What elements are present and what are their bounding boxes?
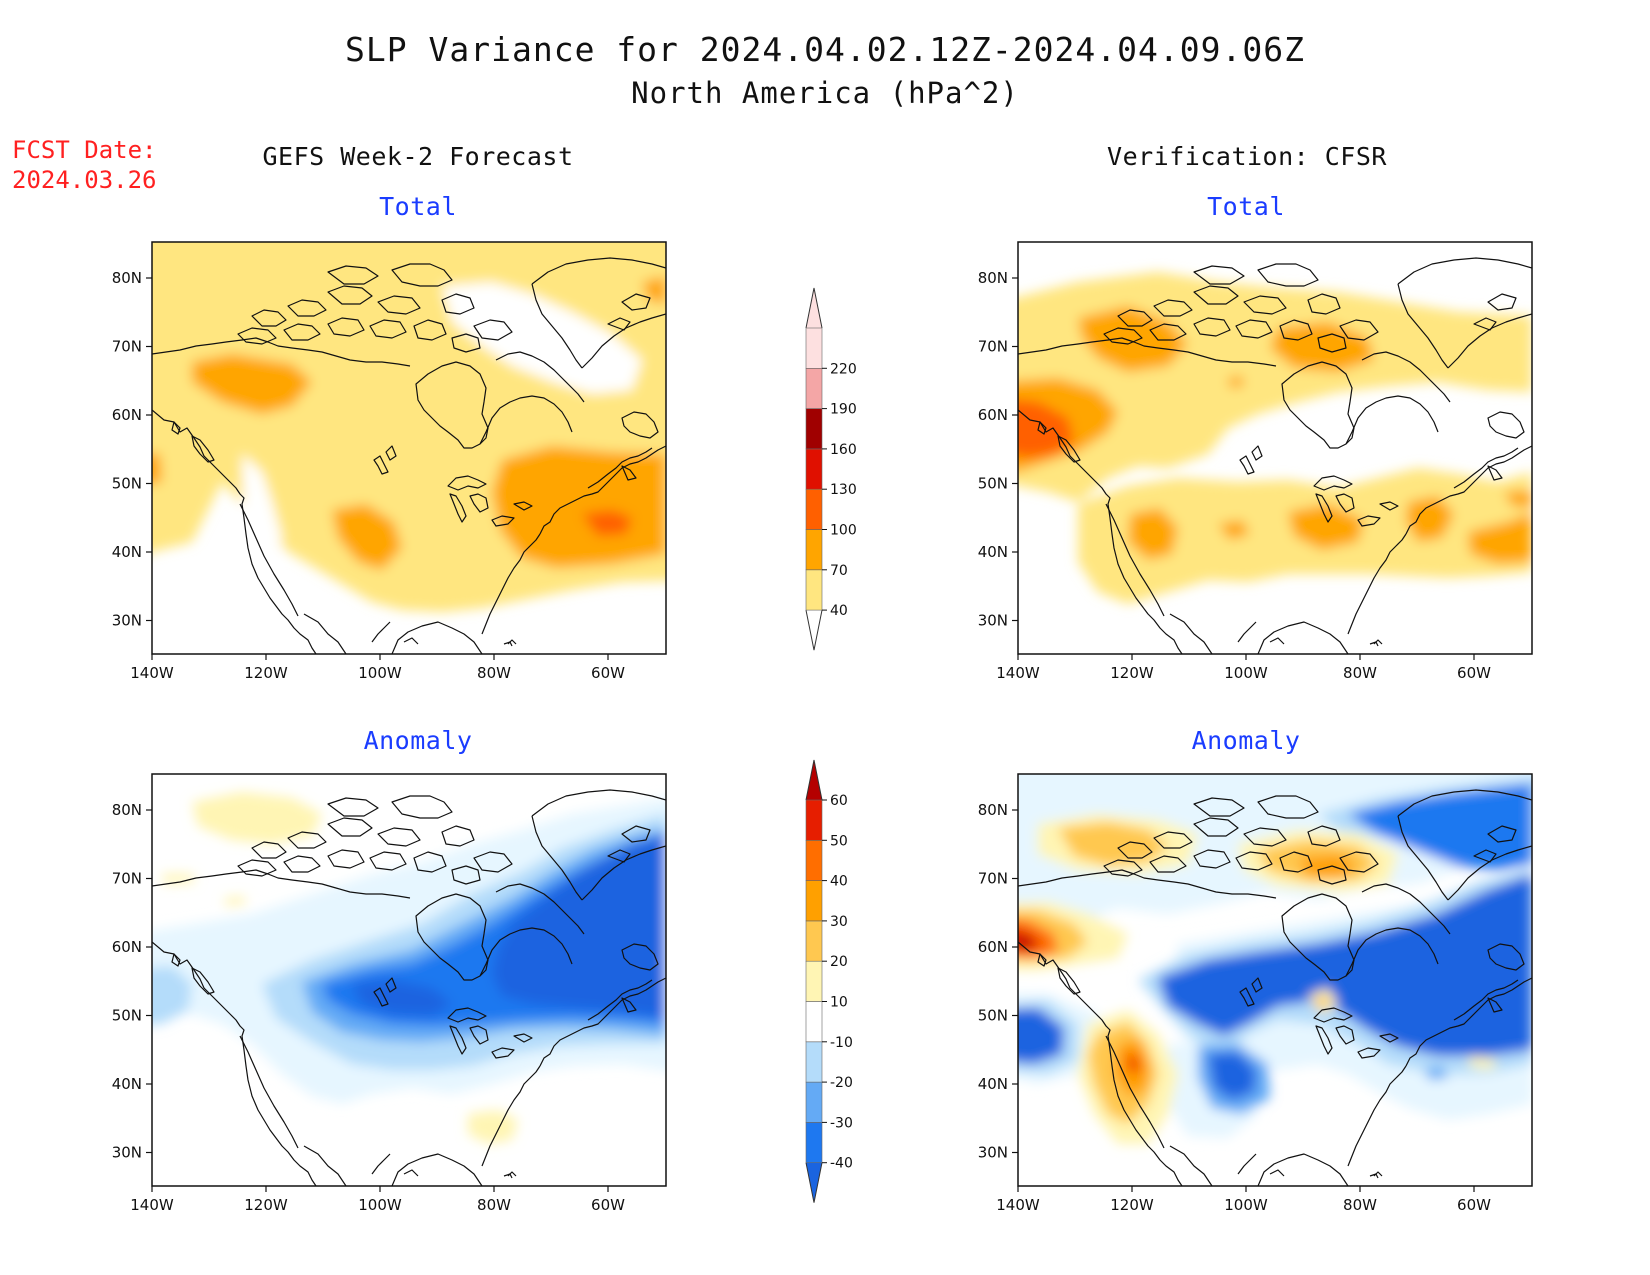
- colorbar-total-high-arrow: [805, 287, 823, 329]
- right-column-title: Verification: CFSR: [1107, 142, 1387, 171]
- lon-tick-label: 100W: [358, 1196, 402, 1214]
- colorbar-anomaly-bin: [805, 920, 823, 962]
- panel-title-forecast-total: Total: [379, 192, 457, 221]
- lat-tick-label: 40N: [978, 1075, 1008, 1093]
- lon-tick-label: 120W: [244, 664, 288, 682]
- lon-tick-label: 120W: [1110, 1196, 1154, 1214]
- lon-tick-label: 120W: [244, 1196, 288, 1214]
- fcst-date-value: 2024.03.26: [12, 166, 157, 194]
- lat-tick-label: 70N: [112, 870, 142, 888]
- left-column-title: GEFS Week-2 Forecast: [262, 142, 574, 171]
- colorbar-anomaly-bin: [805, 839, 823, 881]
- lon-tick-label: 140W: [130, 664, 174, 682]
- colorbar-anomaly-label: -40: [830, 1156, 853, 1172]
- lon-tick-label: 60W: [591, 1196, 625, 1214]
- map-verification-total: [1017, 241, 1533, 655]
- lat-tick-label: 40N: [112, 543, 142, 561]
- lat-tick-label: 70N: [112, 338, 142, 356]
- colorbar-total-label: 100: [830, 523, 857, 539]
- lat-tick-label: 80N: [978, 269, 1008, 287]
- map-verification-anomaly: [1017, 773, 1533, 1187]
- lon-tick-label: 60W: [1457, 664, 1491, 682]
- colorbar-anomaly-label: 60: [830, 793, 848, 809]
- lon-tick-label: 80W: [1343, 1196, 1377, 1214]
- colorbar-anomaly-high-arrow: [805, 759, 823, 801]
- lat-tick-label: 50N: [978, 1007, 1008, 1025]
- lat-tick-label: 60N: [978, 406, 1008, 424]
- lat-tick-label: 70N: [978, 870, 1008, 888]
- colorbar-anomaly-bin: [805, 799, 823, 841]
- colorbar-anomaly-bin: [805, 1122, 823, 1164]
- lon-tick-label: 80W: [1343, 664, 1377, 682]
- colorbar-total-bin: [805, 569, 823, 611]
- colorbar-anomaly-label: -10: [830, 1035, 853, 1051]
- lat-tick-label: 70N: [978, 338, 1008, 356]
- colorbar-anomaly-bin: [805, 880, 823, 922]
- lon-tick-label: 80W: [477, 664, 511, 682]
- lon-tick-label: 100W: [358, 664, 402, 682]
- lat-tick-label: 30N: [978, 612, 1008, 630]
- lat-tick-label: 80N: [978, 801, 1008, 819]
- colorbar-total-bin: [805, 488, 823, 530]
- colorbar-anomaly-bin: [805, 960, 823, 1002]
- colorbar-total-bin: [805, 529, 823, 571]
- colorbar-anomaly: -40 -30 -20 -10 10 20 30 40 50 60: [805, 759, 853, 1203]
- colorbar-anomaly-label: 50: [830, 833, 848, 849]
- colorbar-total: 40 70 100 130 160 190 220: [805, 287, 857, 651]
- colorbar-anomaly-bin: [805, 1081, 823, 1123]
- main-title: SLP Variance for 2024.04.02.12Z-2024.04.…: [345, 30, 1305, 69]
- lon-tick-label: 140W: [996, 664, 1040, 682]
- colorbar-anomaly-label: -30: [830, 1115, 853, 1131]
- main-subtitle: North America (hPa^2): [631, 76, 1019, 110]
- lon-tick-label: 80W: [477, 1196, 511, 1214]
- colorbar-total-label: 220: [830, 361, 857, 377]
- lat-tick-label: 30N: [978, 1144, 1008, 1162]
- lon-tick-label: 60W: [591, 664, 625, 682]
- lon-tick-label: 140W: [130, 1196, 174, 1214]
- lon-tick-label: 140W: [996, 1196, 1040, 1214]
- lat-tick-label: 60N: [112, 406, 142, 424]
- lat-tick-label: 60N: [978, 938, 1008, 956]
- colorbar-total-label: 190: [830, 402, 857, 418]
- colorbar-total-bin: [805, 448, 823, 490]
- lat-tick-label: 80N: [112, 801, 142, 819]
- colorbar-total-bin: [805, 367, 823, 409]
- colorbar-total-low-arrow: [805, 610, 823, 651]
- lon-tick-label: 120W: [1110, 664, 1154, 682]
- map-axes: 140W 120W 100W 80W 60W 80N 70N 60N 50N 40N 30N 140W…: [112, 269, 1491, 1214]
- colorbar-anomaly-label: 40: [830, 874, 848, 890]
- colorbar-anomaly-label: 10: [830, 995, 848, 1011]
- lat-tick-label: 50N: [112, 1007, 142, 1025]
- lon-tick-label: 100W: [1224, 1196, 1268, 1214]
- colorbar-total-label: 40: [830, 603, 848, 619]
- lat-tick-label: 50N: [112, 475, 142, 493]
- colorbar-total-label: 70: [830, 563, 848, 579]
- lat-tick-label: 50N: [978, 475, 1008, 493]
- colorbar-total-label: 130: [830, 482, 857, 498]
- lat-tick-label: 60N: [112, 938, 142, 956]
- lon-tick-label: 100W: [1224, 664, 1268, 682]
- colorbar-total-bin: [805, 327, 823, 369]
- panel-title-verification-total: Total: [1207, 192, 1285, 221]
- colorbar-anomaly-label: -20: [830, 1075, 853, 1091]
- lat-tick-label: 40N: [112, 1075, 142, 1093]
- lat-tick-label: 30N: [112, 612, 142, 630]
- panel-title-verification-anomaly: Anomaly: [1191, 726, 1301, 755]
- lat-tick-label: 30N: [112, 1144, 142, 1162]
- lon-tick-label: 60W: [1457, 1196, 1491, 1214]
- colorbar-anomaly-low-arrow: [805, 1162, 823, 1203]
- colorbar-anomaly-bin: [805, 1041, 823, 1083]
- map-forecast-anomaly: [151, 773, 667, 1187]
- lat-tick-label: 40N: [978, 543, 1008, 561]
- colorbar-total-label: 160: [830, 442, 857, 458]
- colorbar-anomaly-label: 30: [830, 914, 848, 930]
- fcst-date-label: FCST Date:: [12, 136, 157, 164]
- map-forecast-total: [151, 241, 667, 655]
- colorbar-total-bin: [805, 408, 823, 450]
- colorbar-anomaly-bin: [805, 1001, 823, 1043]
- colorbar-anomaly-label: 20: [830, 954, 848, 970]
- panel-title-forecast-anomaly: Anomaly: [363, 726, 473, 755]
- lat-tick-label: 80N: [112, 269, 142, 287]
